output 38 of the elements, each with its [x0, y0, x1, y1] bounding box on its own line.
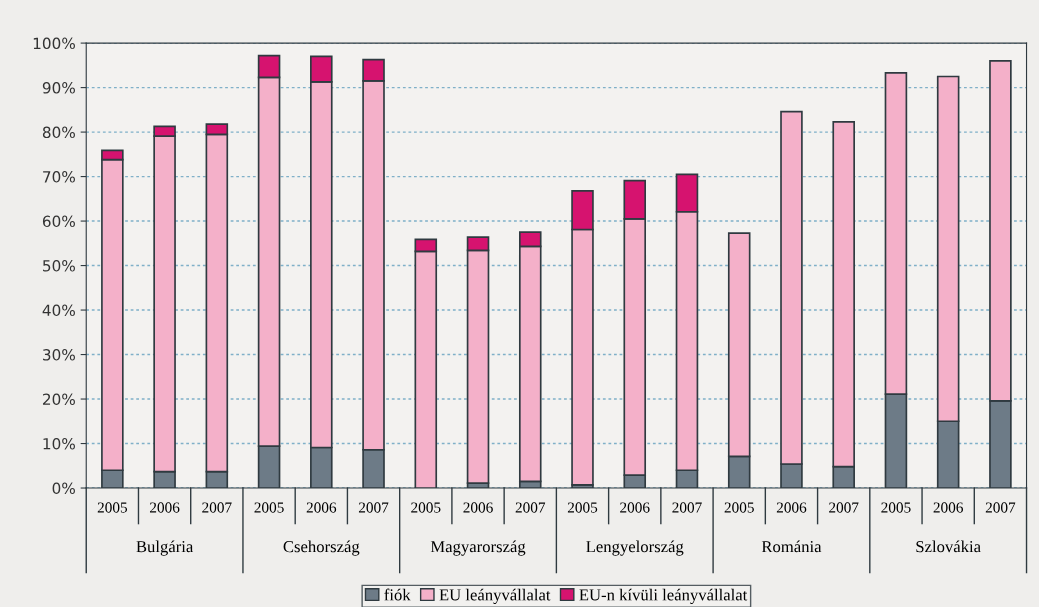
y-tick-label: 40% [42, 304, 75, 317]
x-tick-label: 2005 [567, 502, 598, 513]
x-tick-label: 2007 [358, 502, 389, 513]
y-tick-label: 30% [43, 349, 75, 361]
x-tick-label: 2006 [933, 502, 963, 513]
text: Románia [761, 540, 822, 553]
x-tick-label: 2005 [97, 502, 128, 513]
y-tick-label: 100% [33, 37, 75, 50]
text: Bulgária [136, 540, 194, 556]
text: Csehország [283, 540, 360, 556]
y-tick-label: 10% [43, 438, 75, 450]
x-tick-label: 2005 [254, 502, 284, 513]
x-tick-label: 2007 [202, 502, 232, 513]
x-tick-label: 2007 [985, 502, 1016, 513]
text: Lengyelország [586, 540, 684, 556]
x-tick-label: 2005 [724, 502, 754, 513]
text: Szlovákia [916, 540, 981, 553]
y-tick-label: 90% [42, 82, 75, 94]
x-tick-label: 2006 [149, 502, 180, 513]
legend-label: EU-n kívüli leányvállalat [579, 588, 748, 604]
x-tick-label: 2007 [515, 502, 546, 513]
x-tick-label: 2006 [776, 502, 807, 513]
y-tick-label: 60% [42, 215, 75, 228]
y-tick-label: 70% [43, 171, 75, 183]
legend-label: fiók [384, 588, 411, 601]
text: Magyarország [430, 540, 526, 556]
x-tick-label: 2007 [829, 502, 859, 513]
x-tick-label: 2006 [620, 502, 650, 513]
y-tick-label: 50% [43, 260, 75, 272]
y-tick-label: 20% [42, 393, 75, 406]
y-tick-label: 0% [52, 482, 75, 495]
y-tick-label: 80% [42, 126, 75, 139]
x-tick-label: 2007 [672, 502, 702, 513]
x-tick-label: 2005 [411, 502, 441, 513]
x-tick-label: 2006 [306, 502, 337, 513]
legend-label: EU leányvállalat [439, 588, 551, 604]
x-tick-label: 2005 [881, 502, 911, 513]
x-tick-label: 2006 [463, 502, 493, 513]
